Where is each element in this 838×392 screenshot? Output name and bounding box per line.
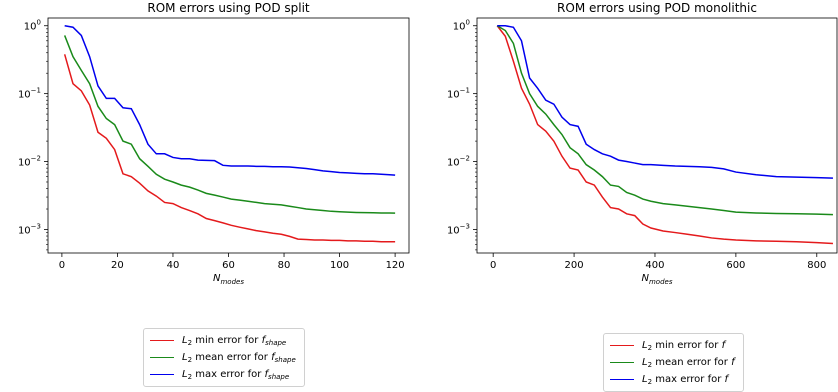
x-tick-label: 80 bbox=[278, 260, 291, 271]
legend-monolithic: L2 min error for f L2 mean error for f L2 … bbox=[603, 333, 744, 392]
legend-entry-min: L2 min error for fshape bbox=[150, 332, 296, 349]
x-tick-label: 100 bbox=[330, 260, 349, 271]
series-line-min bbox=[496, 25, 834, 245]
legend-label-max: L2 max error for fshape bbox=[182, 368, 290, 381]
x-tick-label: 400 bbox=[645, 260, 664, 271]
legend-entry-min: L2 min error for f bbox=[610, 337, 735, 354]
y-tick-label: 10−2 bbox=[447, 155, 470, 169]
legend-swatch-min bbox=[150, 340, 174, 341]
legend-entry-mean: L2 mean error for fshape bbox=[150, 349, 296, 366]
series-line-min bbox=[63, 54, 396, 243]
x-tick-label: 60 bbox=[222, 260, 235, 271]
chart-title: ROM errors using POD monolithic bbox=[557, 1, 757, 15]
x-tick-label: 0 bbox=[59, 260, 65, 271]
x-tick-label: 20 bbox=[111, 260, 124, 271]
y-tick-label: 10−3 bbox=[18, 222, 41, 236]
x-axis-label: Nmodes bbox=[642, 273, 673, 286]
series-line-max bbox=[497, 24, 833, 179]
legend-entry-max: L2 max error for f bbox=[610, 371, 735, 388]
series-line-mean bbox=[496, 25, 833, 216]
legend-entry-mean: L2 mean error for f bbox=[610, 354, 735, 371]
x-tick-label: 600 bbox=[726, 260, 745, 271]
legend-swatch-max bbox=[150, 374, 174, 375]
legend-label-max: L2 max error for f bbox=[642, 373, 729, 386]
y-tick-label: 10−1 bbox=[447, 87, 470, 101]
series-line-mean bbox=[63, 35, 396, 214]
x-axis-label: Nmodes bbox=[213, 273, 244, 286]
x-tick-label: 40 bbox=[167, 260, 180, 271]
chart-title: ROM errors using POD split bbox=[147, 1, 310, 15]
plot-frame bbox=[476, 17, 838, 254]
legend-label-mean: L2 mean error for fshape bbox=[182, 351, 296, 364]
y-tick-label: 100 bbox=[24, 19, 41, 33]
legend-label-min: L2 min error for fshape bbox=[182, 334, 287, 347]
y-tick-label: 10−1 bbox=[18, 87, 41, 101]
legend-swatch-min bbox=[610, 345, 634, 346]
x-tick-label: 120 bbox=[386, 260, 405, 271]
y-tick-label: 10−3 bbox=[447, 222, 470, 236]
legend-swatch-max bbox=[610, 379, 634, 380]
legend-label-mean: L2 mean error for f bbox=[642, 356, 735, 369]
legend-entry-max: L2 max error for fshape bbox=[150, 366, 296, 383]
x-tick-label: 0 bbox=[490, 260, 496, 271]
y-tick-label: 100 bbox=[453, 19, 470, 33]
chart-panel-0: ROM errors using POD split 0 20 40 60 80 100 12… bbox=[18, 1, 410, 286]
legend-label-min: L2 min error for f bbox=[642, 339, 726, 352]
x-tick-label: 800 bbox=[807, 260, 826, 271]
series-line-max bbox=[64, 25, 396, 176]
chart-panel-1: ROM errors using POD monolithic 0 200 400 60… bbox=[447, 1, 838, 286]
x-tick-label: 200 bbox=[565, 260, 584, 271]
legend-split: L2 min error for fshape L2 mean error for… bbox=[143, 328, 305, 387]
y-tick-label: 10−2 bbox=[18, 155, 41, 169]
legend-swatch-mean bbox=[150, 357, 174, 358]
legend-swatch-mean bbox=[610, 362, 634, 363]
